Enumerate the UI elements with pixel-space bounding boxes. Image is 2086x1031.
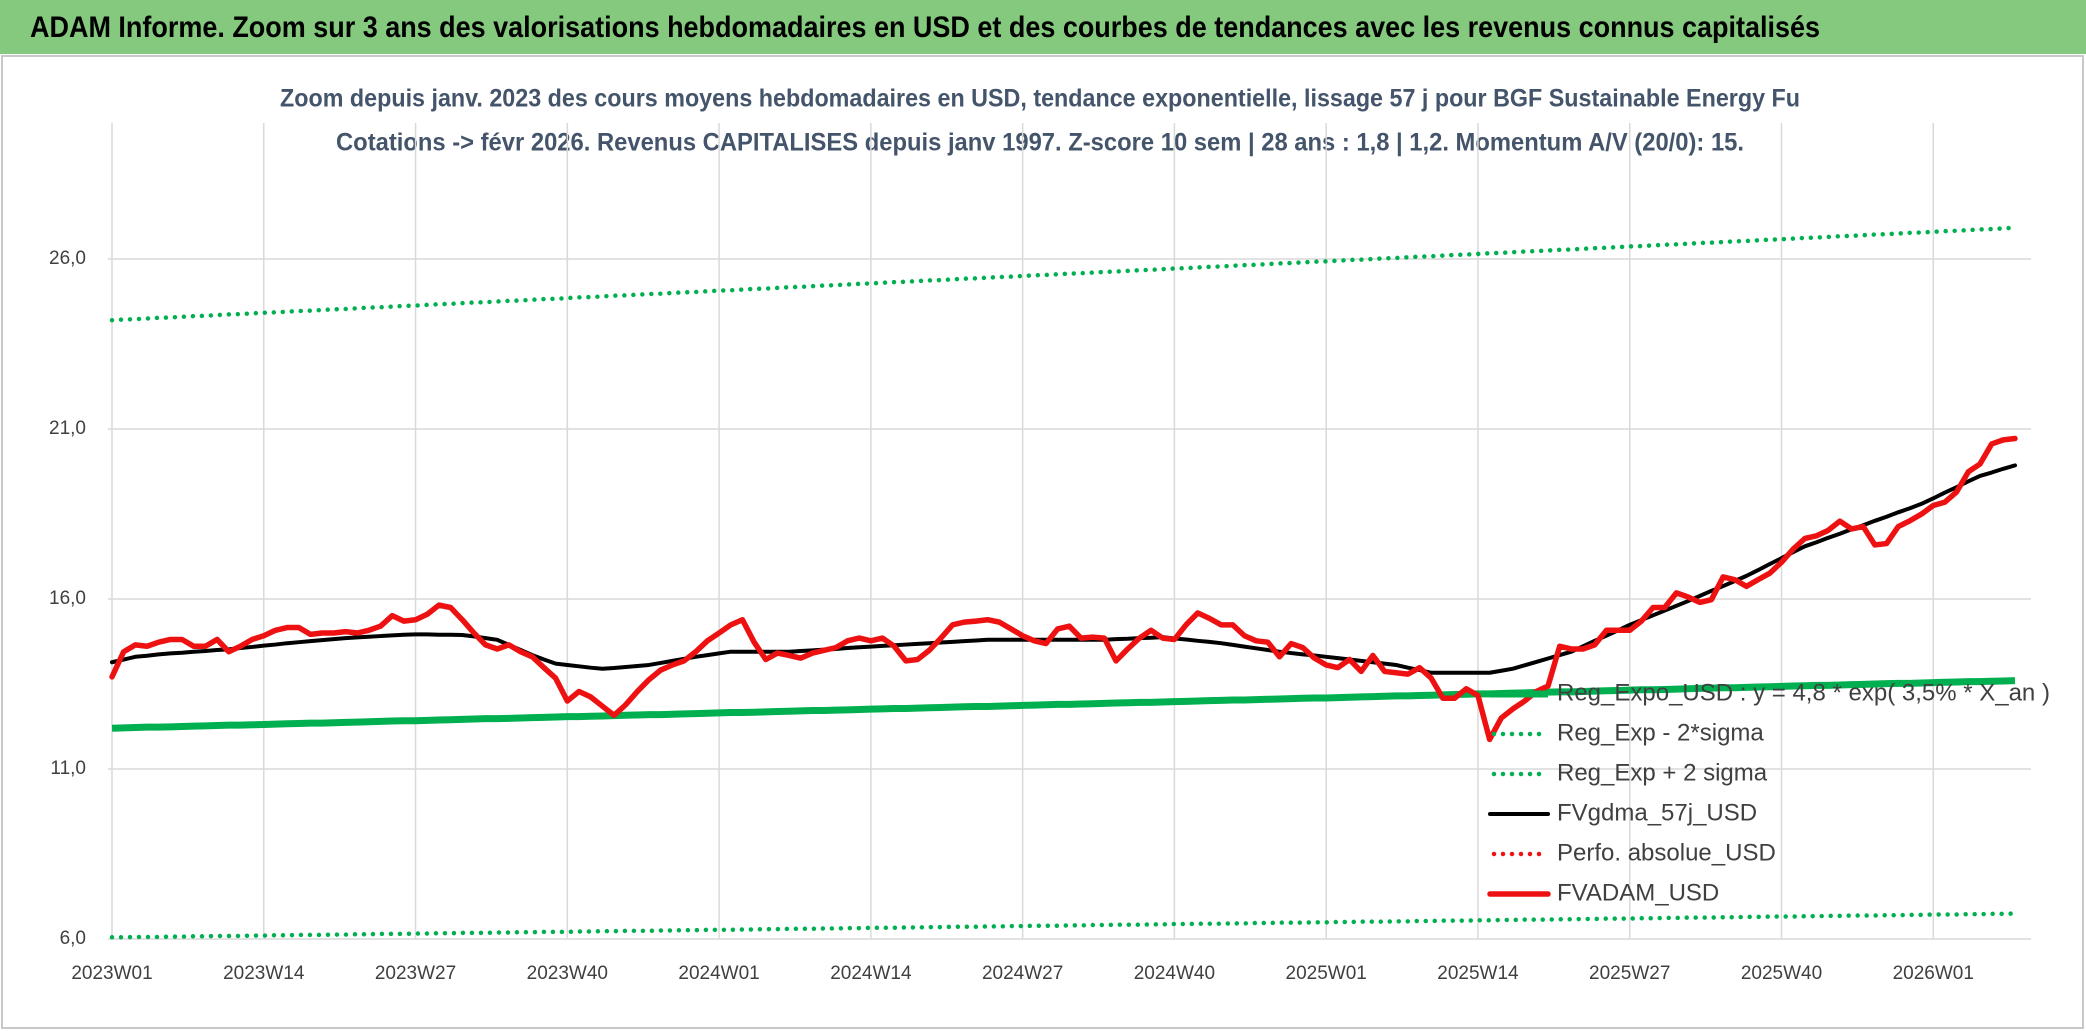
- series-line: [111, 677, 2016, 732]
- x-tick-label: 2026W01: [1893, 963, 1974, 984]
- y-tick-label: 26,0: [49, 248, 86, 269]
- x-tick-label: 2024W14: [830, 963, 912, 984]
- y-tick-label: 11,0: [50, 758, 86, 779]
- legend-label: Reg_Exp - 2*sigma: [1557, 719, 1764, 746]
- series-line: [109, 435, 2018, 743]
- x-tick-label: 2023W14: [223, 963, 305, 984]
- series-line: [109, 225, 2018, 323]
- x-tick-label: 2024W27: [982, 963, 1063, 984]
- x-tick-label: 2024W40: [1134, 963, 1215, 984]
- series-line: [110, 463, 2017, 675]
- chart-subtitle: Zoom depuis janv. 2023 des cours moyens …: [280, 85, 1800, 113]
- x-tick-label: 2023W01: [71, 963, 152, 984]
- x-tick-label: 2023W40: [527, 963, 608, 984]
- y-tick-label: 6,0: [60, 928, 86, 949]
- y-tick-label: 21,0: [49, 418, 86, 439]
- series-line: [109, 911, 2018, 940]
- legend-label: Reg_Expo_USD : y = 4,8 * exp( 3,5% * X_a…: [1557, 679, 2050, 706]
- legend-label: Perfo. absolue_USD: [1557, 839, 1776, 866]
- x-tick-label: 2025W14: [1437, 963, 1519, 984]
- page-title: ADAM Informe. Zoom sur 3 ans des valoris…: [30, 11, 1820, 44]
- x-tick-label: 2025W40: [1741, 963, 1822, 984]
- y-tick-label: 16,0: [49, 588, 86, 609]
- legend-label: FVgdma_57j_USD: [1557, 799, 1757, 826]
- chart-subtitle: Cotations -> févr 2026. Revenus CAPITALI…: [336, 129, 1744, 157]
- title-banner: [0, 0, 2086, 54]
- legend-label: FVADAM_USD: [1557, 879, 1719, 906]
- chart-frame: [1, 55, 2084, 1029]
- x-tick-label: 2023W27: [375, 963, 456, 984]
- x-tick-label: 2025W27: [1589, 963, 1670, 984]
- x-tick-label: 2024W01: [678, 963, 759, 984]
- legend-label: Reg_Exp + 2 sigma: [1557, 759, 1768, 786]
- x-tick-label: 2025W01: [1286, 963, 1367, 984]
